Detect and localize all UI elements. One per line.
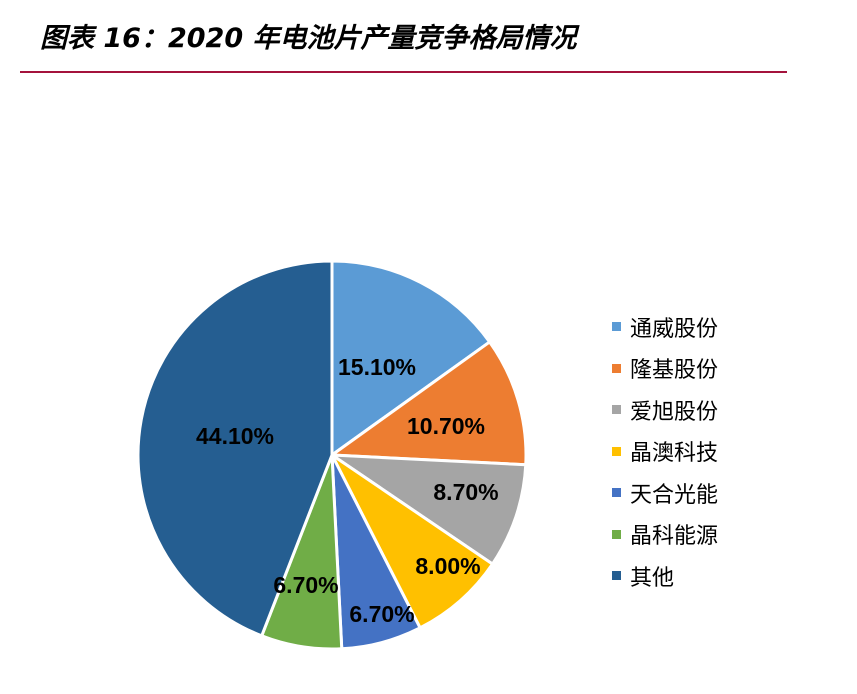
legend-item: 爱旭股份 — [612, 389, 718, 431]
legend-swatch — [612, 405, 621, 415]
legend-label: 天合光能 — [630, 482, 719, 508]
legend-swatch — [612, 363, 621, 373]
legend-item: 晶科能源 — [612, 514, 718, 556]
slice-data-label-6: 44.10% — [196, 423, 274, 449]
legend-item: 通威股份 — [612, 306, 718, 348]
legend-swatch — [612, 571, 621, 581]
legend-swatch — [612, 322, 621, 332]
legend-swatch — [612, 446, 621, 456]
slice-data-label-1: 10.70% — [407, 413, 485, 439]
legend-swatch — [612, 529, 621, 539]
pie-slice-6 — [136, 259, 334, 638]
slice-data-label-0: 15.10% — [338, 354, 416, 380]
legend-item: 其他 — [612, 555, 718, 597]
chart-legend: 通威股份 隆基股份 爱旭股份 晶澳科技 天合光能 晶科能源 其他 — [612, 306, 718, 597]
slice-data-label-3: 8.00% — [415, 553, 480, 579]
pie-slice-1 — [330, 340, 528, 467]
legend-item: 晶澳科技 — [612, 431, 718, 473]
legend-label: 其他 — [630, 565, 675, 591]
pie-slice-0 — [330, 259, 492, 457]
legend-label: 通威股份 — [630, 316, 719, 342]
legend-label: 隆基股份 — [630, 358, 719, 384]
legend-label: 爱旭股份 — [630, 399, 719, 425]
title-divider — [20, 71, 787, 73]
page-title: 图表 16：2020 年电池片产量竞争格局情况 — [40, 23, 577, 54]
slice-data-label-2: 8.70% — [433, 479, 498, 505]
pie-slice-3 — [330, 453, 494, 630]
legend-item: 隆基股份 — [612, 348, 718, 390]
legend-item: 天合光能 — [612, 472, 718, 514]
pie-slice-2 — [330, 453, 528, 566]
legend-swatch — [612, 488, 621, 498]
legend-label: 晶澳科技 — [630, 441, 719, 467]
slice-data-label-5: 6.70% — [273, 572, 338, 598]
legend-label: 晶科能源 — [630, 524, 719, 550]
slice-data-label-4: 6.70% — [349, 601, 414, 627]
